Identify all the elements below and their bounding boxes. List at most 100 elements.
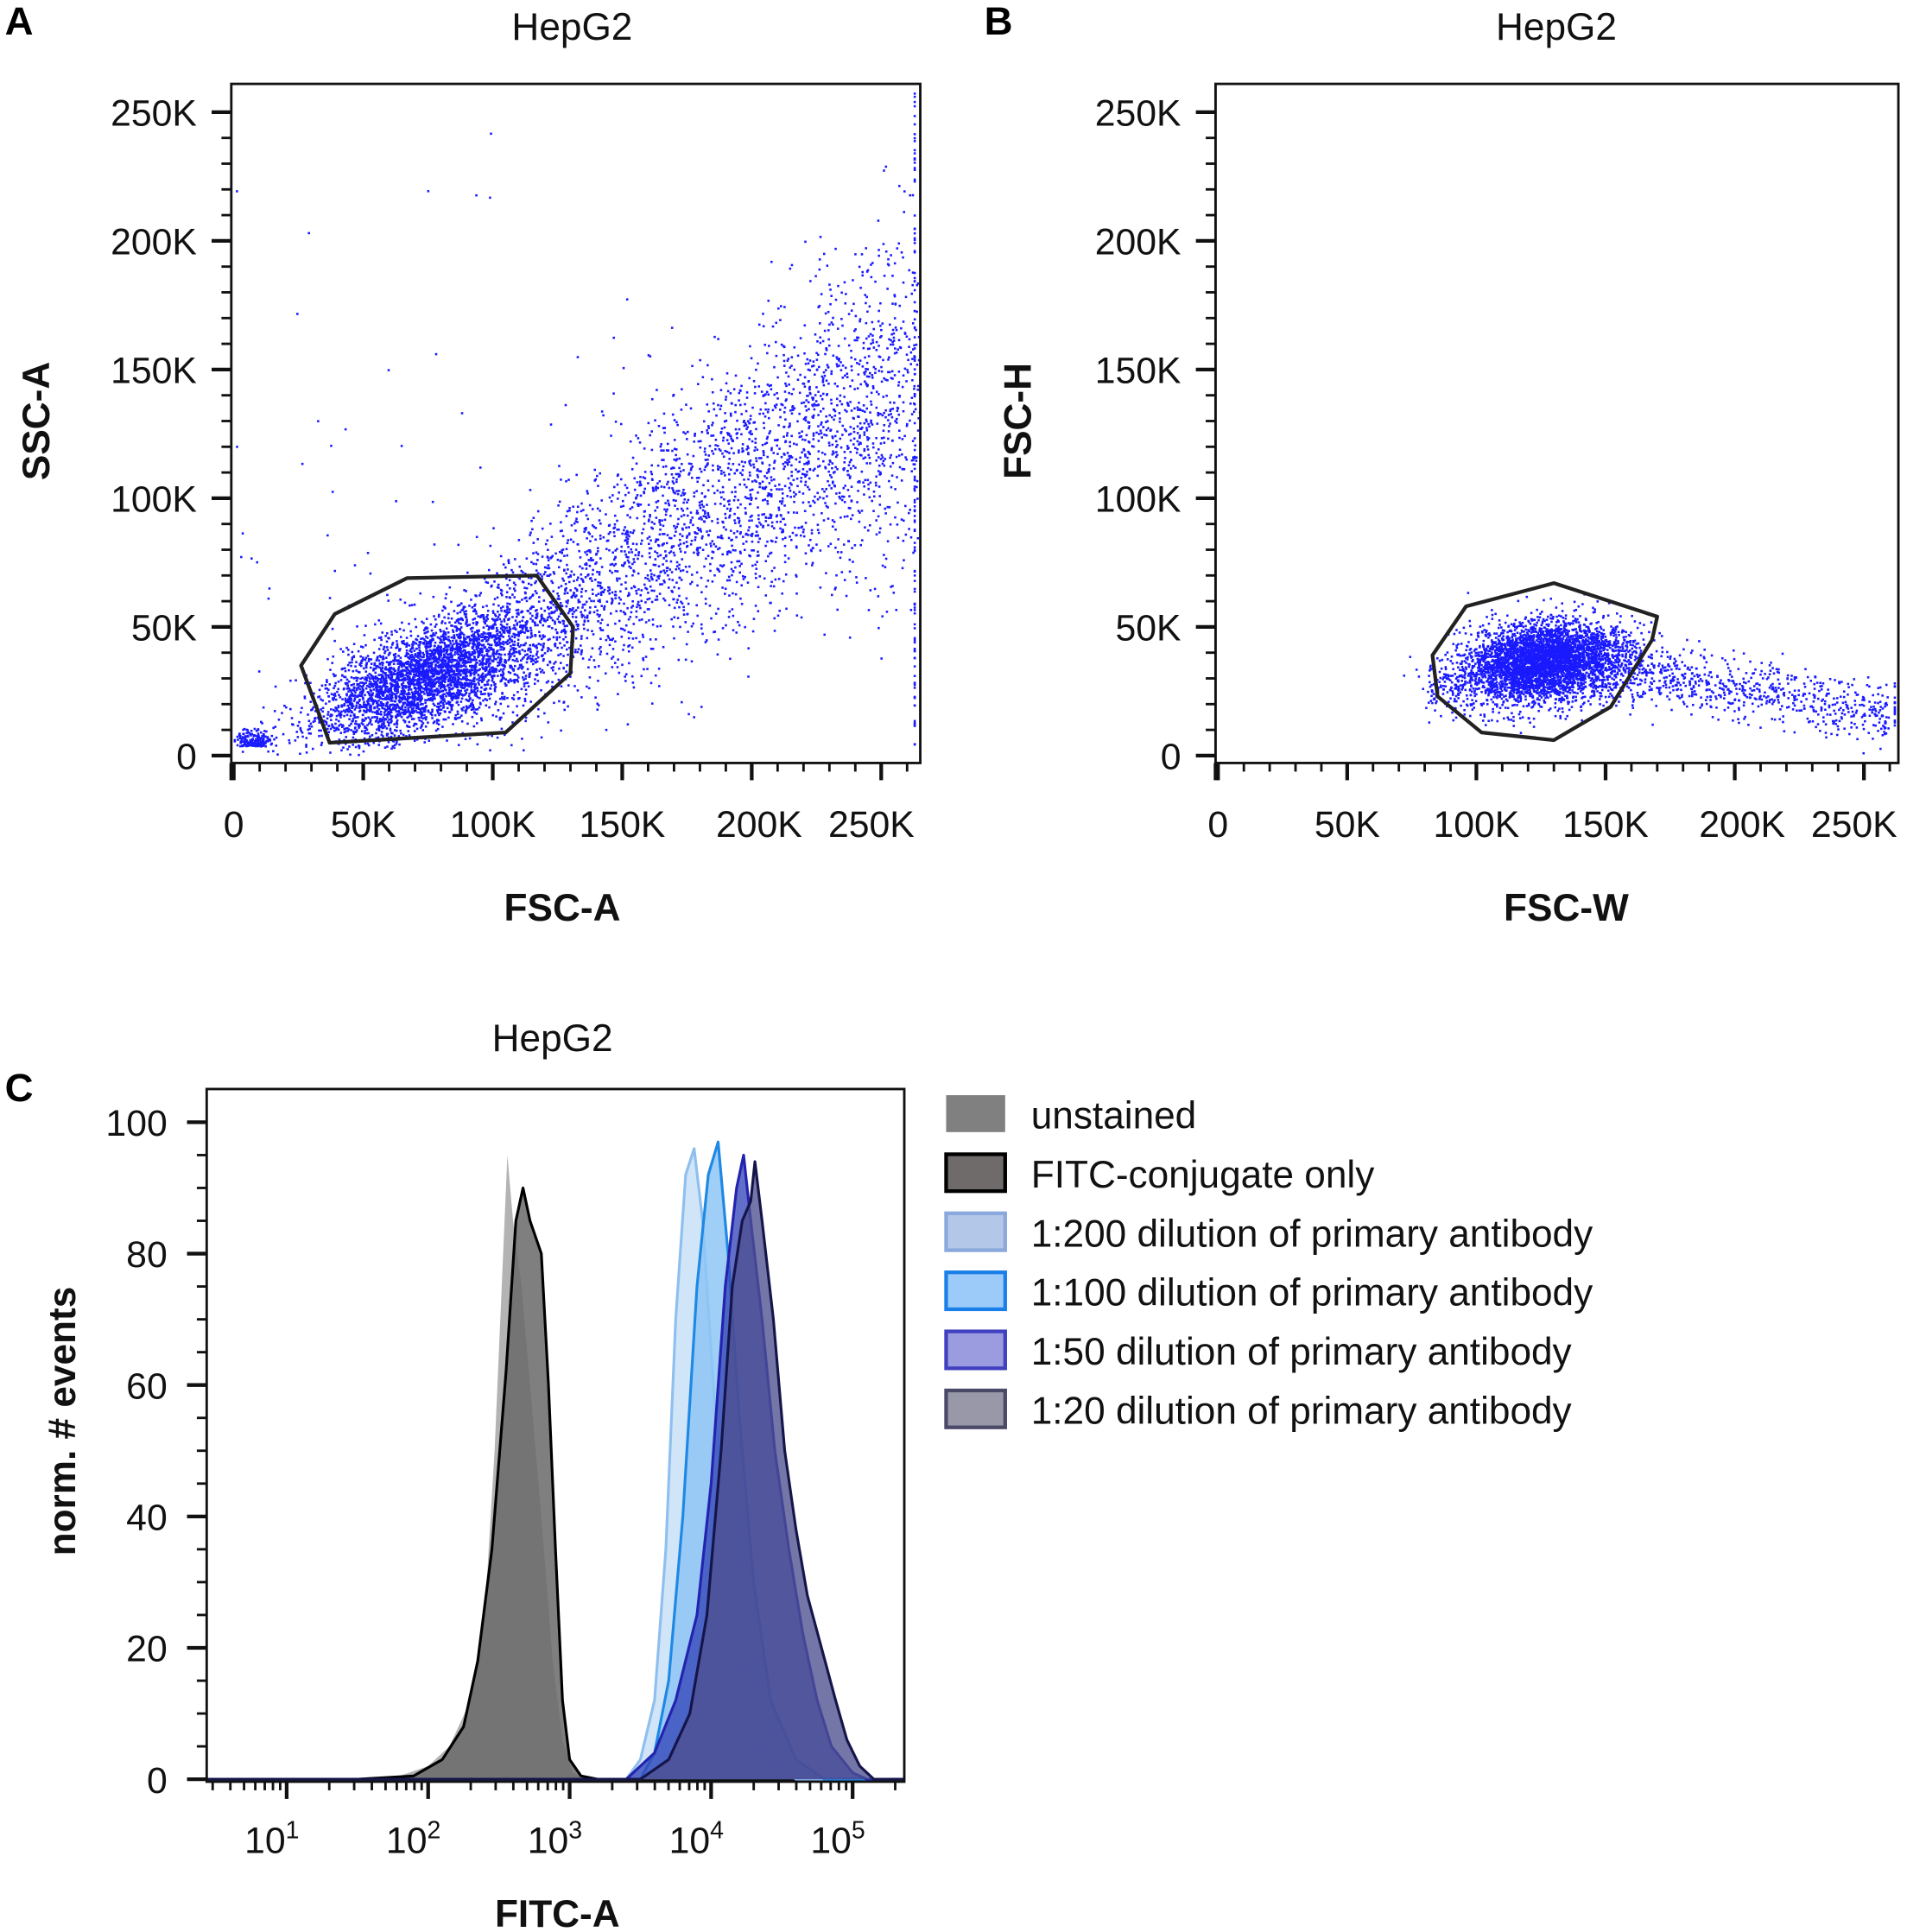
data-point (487, 568, 491, 572)
data-point (478, 650, 481, 654)
data-point (307, 728, 310, 732)
data-point (465, 616, 468, 619)
data-point (453, 650, 457, 654)
data-point (747, 452, 750, 454)
data-point (467, 644, 470, 647)
data-point (450, 617, 453, 620)
data-point (539, 573, 542, 576)
data-point (823, 453, 827, 456)
data-point (524, 681, 528, 685)
data-point (492, 655, 496, 658)
data-point (436, 665, 440, 668)
data-point (546, 618, 549, 622)
data-point (821, 379, 825, 382)
data-point (296, 736, 300, 738)
data-point (347, 728, 351, 731)
data-point (501, 670, 504, 673)
data-point (373, 638, 376, 642)
data-point (496, 629, 499, 632)
data-point (383, 690, 386, 694)
data-point (561, 577, 564, 580)
data-point (421, 620, 423, 624)
data-point (390, 735, 393, 738)
data-point (787, 358, 790, 360)
data-point (838, 364, 840, 367)
data-point (385, 727, 389, 730)
data-point (749, 345, 751, 348)
data-point (364, 694, 366, 697)
data-point (571, 594, 574, 598)
data-point (410, 710, 414, 713)
data-point (884, 512, 887, 515)
data-point (318, 688, 321, 692)
data-point (557, 504, 560, 507)
data-point (605, 600, 609, 603)
data-point (814, 400, 818, 402)
data-point (407, 710, 410, 713)
data-point (431, 694, 434, 698)
data-point (775, 321, 778, 325)
data-point (394, 652, 397, 656)
data-point (320, 741, 324, 744)
data-point (427, 670, 430, 673)
data-point (548, 607, 550, 611)
data-point (472, 622, 475, 624)
data-point (599, 557, 602, 560)
data-point (506, 630, 510, 632)
data-point (333, 684, 337, 687)
data-point (383, 688, 387, 692)
data-point (643, 583, 646, 586)
data-point (501, 676, 504, 679)
data-point (563, 568, 566, 572)
data-point (836, 551, 839, 554)
data-point (486, 632, 489, 636)
data-point (767, 393, 770, 396)
data-point (865, 427, 868, 429)
data-point (431, 717, 434, 719)
data-point (355, 661, 358, 663)
data-point (401, 692, 404, 695)
data-point (436, 636, 440, 639)
data-point (574, 637, 578, 640)
data-point (364, 729, 366, 732)
data-point (488, 646, 491, 649)
data-point (699, 546, 701, 549)
data-point (299, 752, 301, 756)
data-point (585, 514, 588, 516)
data-point (378, 655, 382, 657)
data-point (534, 661, 537, 664)
data-point (889, 409, 892, 413)
data-point (407, 730, 410, 732)
data-point (444, 645, 447, 649)
data-point (601, 629, 605, 632)
data-point (360, 693, 364, 696)
data-point (616, 548, 618, 551)
data-point (700, 530, 702, 533)
data-point (741, 473, 744, 477)
data-point (941, 288, 943, 291)
data-point (361, 706, 364, 708)
data-point (367, 703, 370, 706)
data-point (404, 685, 407, 688)
data-point (519, 624, 523, 627)
data-point (348, 724, 351, 727)
data-point (383, 725, 387, 728)
data-point (369, 694, 371, 696)
data-point (399, 660, 402, 662)
data-point (443, 674, 447, 677)
data-point (346, 704, 349, 707)
data-point (335, 728, 338, 732)
data-point (396, 675, 400, 679)
data-point (411, 694, 415, 697)
data-point (757, 362, 759, 365)
data-point (675, 567, 678, 571)
data-point (611, 571, 613, 574)
data-point (487, 659, 491, 662)
data-point (472, 680, 475, 682)
chart-title-a: HepG2 (511, 6, 632, 48)
data-point (390, 682, 393, 685)
data-point (811, 445, 814, 447)
data-point (334, 681, 337, 685)
data-point (425, 618, 428, 620)
data-point (726, 432, 729, 434)
